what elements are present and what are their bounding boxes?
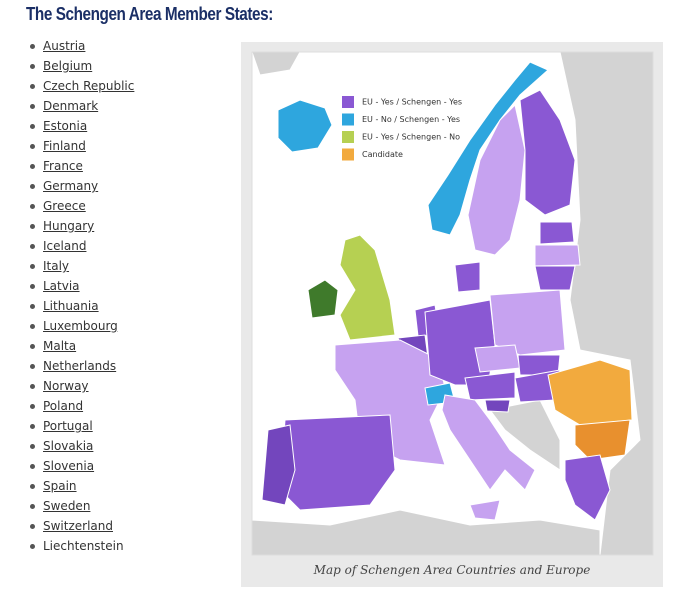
country-link[interactable]: Slovakia: [43, 439, 94, 453]
list-item: Italy: [0, 256, 134, 276]
country-link[interactable]: Netherlands: [43, 359, 117, 373]
list-item: Liechtenstein: [0, 536, 134, 556]
country-list: Austria Belgium Czech Republic Denmark Eston…: [0, 36, 134, 556]
list-item: Belgium: [0, 56, 134, 76]
country-link[interactable]: Lithuania: [43, 299, 99, 313]
legend-label: EU - No / Schengen - Yes: [362, 115, 460, 124]
legend-swatch: [342, 96, 354, 108]
legend-swatch: [342, 113, 354, 126]
country-link[interactable]: Germany: [43, 179, 99, 193]
legend-label: EU - Yes / Schengen - Yes: [362, 98, 462, 107]
list-item: Denmark: [0, 96, 134, 116]
list-item: Czech Republic: [0, 76, 134, 96]
country-link[interactable]: France: [43, 159, 83, 173]
list-item: Spain: [0, 476, 134, 496]
country-link[interactable]: Belgium: [43, 59, 93, 73]
list-item: Finland: [0, 136, 134, 156]
legend-swatch: [342, 148, 354, 161]
caption: Map of Schengen Area Countries and Europ…: [313, 563, 591, 577]
list-item: Slovakia: [0, 436, 134, 456]
list-item: Luxembourg: [0, 316, 134, 336]
list-item: Norway: [0, 376, 134, 396]
country-link[interactable]: Malta: [43, 339, 77, 353]
list-item: Slovenia: [0, 456, 134, 476]
list-item: France: [0, 156, 134, 176]
list-item: Germany: [0, 176, 134, 196]
list-item: Poland: [0, 396, 134, 416]
legend-swatch: [342, 131, 354, 143]
title: The Schengen Area Member States:: [26, 4, 273, 24]
list-item: Malta: [0, 336, 134, 356]
list-item: Sweden: [0, 496, 134, 516]
list-item: Hungary: [0, 216, 134, 236]
country-link[interactable]: Estonia: [43, 119, 88, 133]
list-item: Lithuania: [0, 296, 134, 316]
list-item: Greece: [0, 196, 134, 216]
country-link[interactable]: Czech Republic: [43, 79, 135, 93]
country-link[interactable]: Spain: [43, 479, 77, 493]
country-link[interactable]: Slovenia: [43, 459, 95, 473]
list-item: Switzerland: [0, 516, 134, 536]
legend: EU - Yes / Schengen - Yes EU - No / Schen…: [342, 96, 462, 161]
list-item: Latvia: [0, 276, 134, 296]
country-name: Liechtenstein: [43, 539, 124, 553]
country-link[interactable]: Norway: [43, 379, 89, 393]
country-link[interactable]: Finland: [43, 139, 86, 153]
country-link[interactable]: Greece: [43, 199, 86, 213]
country-link[interactable]: Sweden: [43, 499, 91, 513]
list-item: Estonia: [0, 116, 134, 136]
list-item: Netherlands: [0, 356, 134, 376]
list-item: Portugal: [0, 416, 134, 436]
country-link[interactable]: Italy: [43, 259, 70, 273]
country-link[interactable]: Iceland: [43, 239, 87, 253]
legend-label: Candidate: [362, 150, 403, 159]
list-item: Austria: [0, 36, 134, 56]
country-link[interactable]: Luxembourg: [43, 319, 118, 333]
country-link[interactable]: Denmark: [43, 99, 99, 113]
country-link[interactable]: Poland: [43, 399, 84, 413]
country-link[interactable]: Latvia: [43, 279, 80, 293]
country-link[interactable]: Switzerland: [43, 519, 113, 533]
country-link[interactable]: Austria: [43, 39, 86, 53]
country-link[interactable]: Hungary: [43, 219, 95, 233]
country-link[interactable]: Portugal: [43, 419, 93, 433]
legend-label: EU - Yes / Schengen - No: [362, 133, 460, 142]
list-item: Iceland: [0, 236, 134, 256]
